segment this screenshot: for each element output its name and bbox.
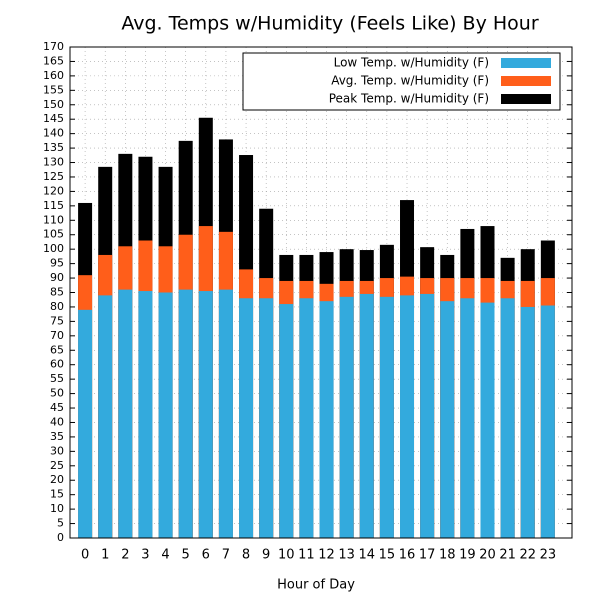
chart-title: Avg. Temps w/Humidity (Feels Like) By Ho… xyxy=(121,13,538,35)
x-tick-label: 19 xyxy=(459,548,476,563)
y-tick-label: 100 xyxy=(43,242,64,255)
y-tick-label: 80 xyxy=(50,300,64,313)
x-tick-label: 5 xyxy=(182,548,190,563)
y-tick-label: 10 xyxy=(50,502,64,515)
bar xyxy=(178,289,193,538)
x-tick-label: 10 xyxy=(278,548,295,563)
y-tick-label: 120 xyxy=(43,184,64,197)
x-tick-label: 22 xyxy=(519,548,536,563)
bar xyxy=(299,298,314,538)
x-tick-label: 14 xyxy=(359,548,376,563)
bar xyxy=(440,301,455,538)
bar xyxy=(460,298,475,538)
y-tick-label: 125 xyxy=(43,170,64,183)
legend-label: Avg. Temp. w/Humidity (F) xyxy=(331,74,489,88)
bar xyxy=(520,306,535,538)
y-tick-label: 150 xyxy=(43,98,64,111)
x-tick-label: 7 xyxy=(222,548,230,563)
bar xyxy=(359,293,374,538)
bar xyxy=(400,295,415,538)
y-tick-label: 140 xyxy=(43,127,64,140)
bar xyxy=(98,295,113,538)
y-tick-label: 15 xyxy=(50,488,64,501)
y-tick-label: 155 xyxy=(43,83,64,96)
x-tick-label: 0 xyxy=(81,548,89,563)
y-tick-label: 50 xyxy=(50,387,64,400)
x-tick-label: 11 xyxy=(298,548,315,563)
x-tick-label: 6 xyxy=(202,548,210,563)
legend-swatch xyxy=(501,94,551,104)
x-tick-label: 1 xyxy=(101,548,109,563)
x-tick-label: 17 xyxy=(419,548,436,563)
legend-swatch xyxy=(501,76,551,86)
y-tick-label: 75 xyxy=(50,314,64,327)
bar xyxy=(138,291,153,538)
y-tick-label: 165 xyxy=(43,54,64,67)
bar xyxy=(218,289,233,538)
x-axis-label: Hour of Day xyxy=(277,578,355,593)
x-tick-label: 8 xyxy=(242,548,250,563)
y-tick-label: 25 xyxy=(50,459,64,472)
y-tick-label: 40 xyxy=(50,415,64,428)
x-tick-label: 21 xyxy=(499,548,516,563)
bar xyxy=(420,293,435,538)
bar xyxy=(339,296,354,538)
y-tick-label: 30 xyxy=(50,444,64,457)
y-tick-label: 20 xyxy=(50,473,64,486)
y-tick-label: 60 xyxy=(50,358,64,371)
bar xyxy=(480,302,495,538)
y-tick-label: 145 xyxy=(43,112,64,125)
x-tick-label: 13 xyxy=(338,548,355,563)
x-tick-label: 16 xyxy=(399,548,416,563)
y-tick-label: 110 xyxy=(43,213,64,226)
y-tick-label: 115 xyxy=(43,199,64,212)
y-tick-label: 85 xyxy=(50,286,64,299)
x-tick-label: 23 xyxy=(540,548,557,563)
bar xyxy=(540,305,555,538)
legend-label: Low Temp. w/Humidity (F) xyxy=(334,56,489,70)
bar xyxy=(239,298,254,538)
x-tick-label: 2 xyxy=(121,548,129,563)
y-tick-label: 35 xyxy=(50,430,64,443)
x-tick-label: 12 xyxy=(318,548,335,563)
bar xyxy=(198,291,213,538)
plot-border xyxy=(69,46,573,539)
y-tick-label: 135 xyxy=(43,141,64,154)
x-tick-label: 18 xyxy=(439,548,456,563)
y-tick-label: 65 xyxy=(50,343,64,356)
y-tick-label: 160 xyxy=(43,69,64,82)
x-tick-label: 4 xyxy=(161,548,169,563)
bar xyxy=(500,298,515,538)
legend-swatch xyxy=(501,58,551,68)
y-tick-label: 95 xyxy=(50,257,64,270)
x-tick-label: 15 xyxy=(379,548,396,563)
x-tick-label: 9 xyxy=(262,548,270,563)
y-tick-label: 5 xyxy=(57,517,64,530)
x-tick-label: 20 xyxy=(479,548,496,563)
bar xyxy=(118,289,133,538)
bar xyxy=(319,301,334,538)
y-tick-label: 90 xyxy=(50,271,64,284)
y-tick-label: 70 xyxy=(50,329,64,342)
y-tick-label: 45 xyxy=(50,401,64,414)
y-tick-label: 0 xyxy=(57,531,64,544)
bar xyxy=(78,309,93,538)
y-tick-label: 105 xyxy=(43,228,64,241)
bar xyxy=(158,292,173,538)
x-tick-label: 3 xyxy=(141,548,149,563)
bar xyxy=(279,304,294,538)
y-tick-label: 170 xyxy=(43,40,64,53)
y-tick-label: 55 xyxy=(50,372,64,385)
legend-label: Peak Temp. w/Humidity (F) xyxy=(329,92,489,106)
bar xyxy=(379,296,394,538)
bar xyxy=(259,298,274,538)
y-tick-label: 130 xyxy=(43,156,64,169)
